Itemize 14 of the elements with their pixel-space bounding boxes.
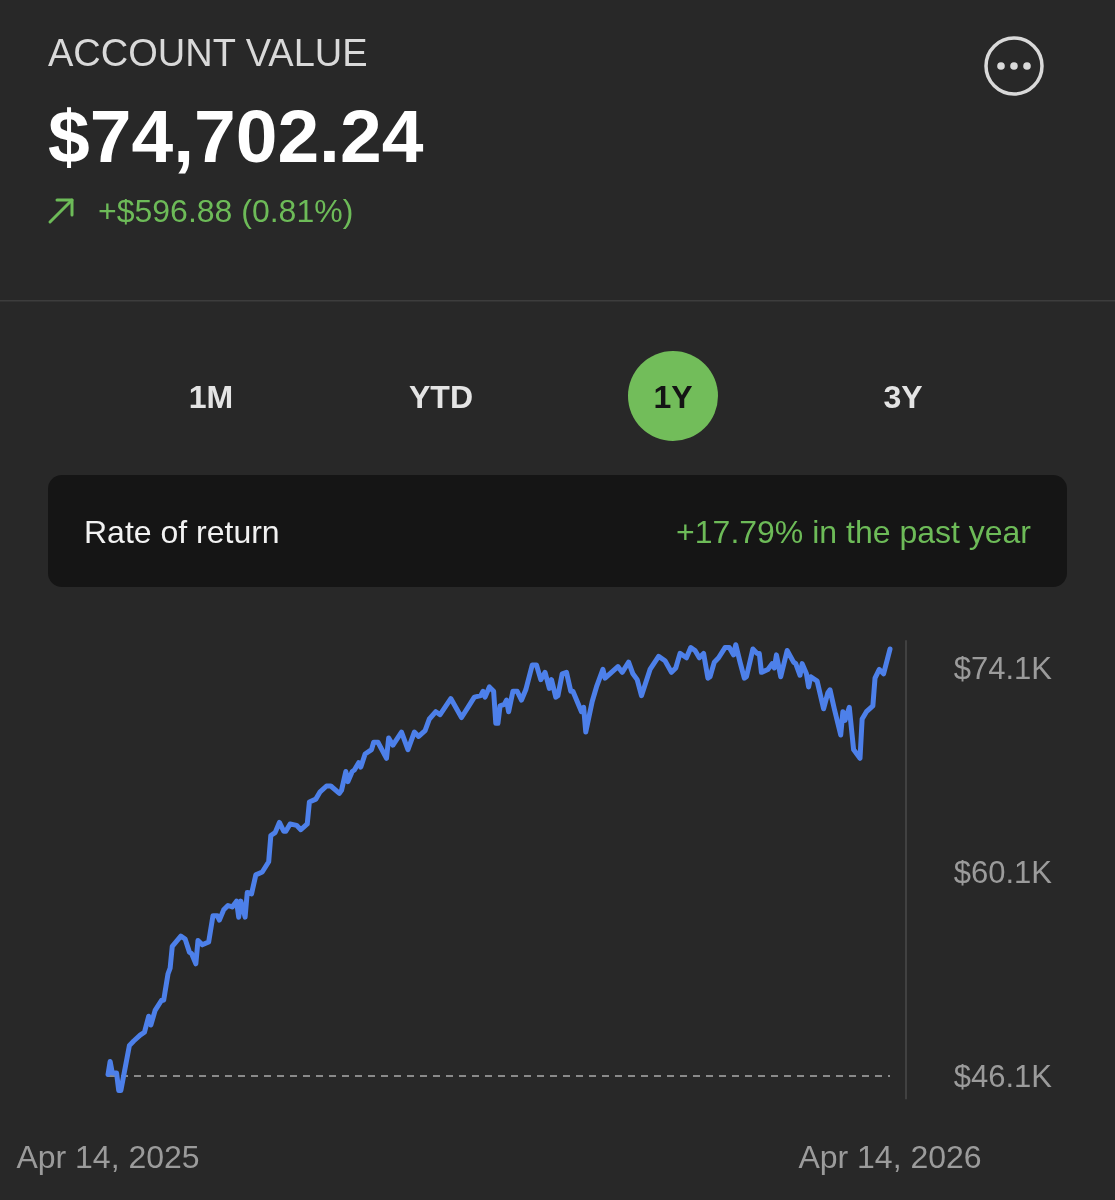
chart-subtitle: $74,702.24 (48, 94, 424, 178)
text: 1M (188, 379, 234, 415)
y-tick-label: $60.1K (953, 854, 1053, 890)
x-tick-label: Apr 14, 2025 (16, 1139, 200, 1175)
text: +$596.88 (0.81%) (98, 193, 354, 229)
text: YTD (409, 379, 473, 415)
y-tick-label: $46.1K (953, 1058, 1053, 1094)
text: 1Y (653, 379, 693, 415)
x-tick-label: Apr 14, 2026 (798, 1139, 982, 1175)
text: Rate of return (84, 514, 280, 550)
text: 3Y (883, 379, 923, 415)
text: +17.79% in the past year (676, 514, 1032, 550)
chart-title: ACCOUNT VALUE (48, 32, 368, 74)
y-tick-label: $74.1K (953, 650, 1053, 686)
